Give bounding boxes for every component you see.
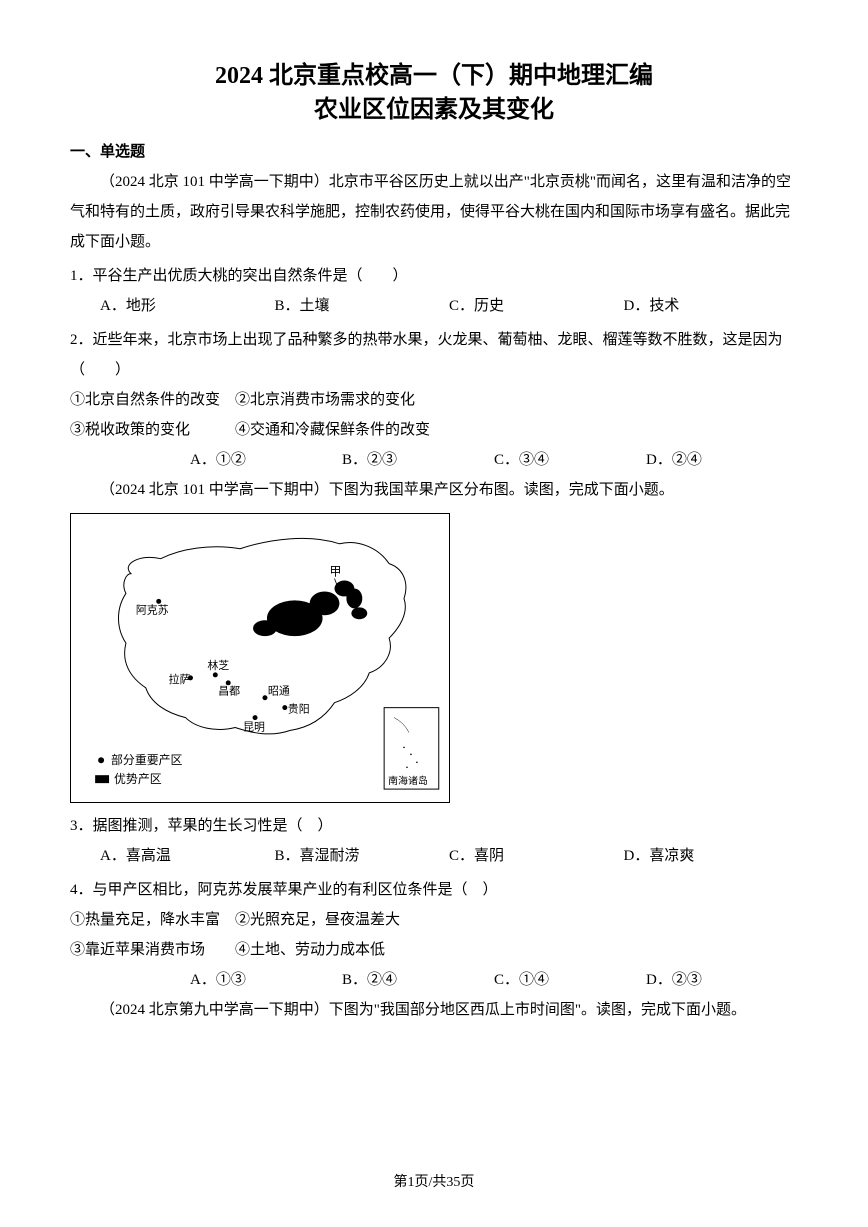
page-footer: 第1页/共35页 xyxy=(0,1169,868,1197)
legend-partial: 部分重要产区 xyxy=(111,753,183,767)
map-label-nanhai: 南海诸岛 xyxy=(388,774,428,787)
section-header: 一、单选题 xyxy=(70,137,798,167)
map-label-guiyang: 贵阳 xyxy=(288,703,310,716)
question-2-line1: ①北京自然条件的改变 ②北京消费市场需求的变化 xyxy=(70,385,798,415)
question-4-line1: ①热量充足，降水丰富 ②光照充足，昼夜温差大 xyxy=(70,905,798,935)
q2-option-d: D．②④ xyxy=(646,445,798,475)
question-1-options: A．地形 B．土壤 C．历史 D．技术 xyxy=(70,291,798,321)
question-1-stem: 1．平谷生产出优质大桃的突出自然条件是（ ） xyxy=(70,261,798,291)
map-label-linzhi: 林芝 xyxy=(207,658,229,672)
question-2-line2: ③税收政策的变化 ④交通和冷藏保鲜条件的改变 xyxy=(70,415,798,445)
title-line-2: 农业区位因素及其变化 xyxy=(70,94,798,128)
q1-option-b: B．土壤 xyxy=(275,291,450,321)
q3-option-a: A．喜高温 xyxy=(100,841,275,871)
q4-option-c: C．①④ xyxy=(494,965,646,995)
map-label-changdu: 昌都 xyxy=(218,685,240,698)
map-label-kunming: 昆明 xyxy=(243,721,265,734)
map-label-zhaotong: 昭通 xyxy=(268,685,290,698)
question-4-options: A．①③ B．②④ C．①④ D．②③ xyxy=(70,965,798,995)
question-2-options: A．①② B．②③ C．③④ D．②④ xyxy=(70,445,798,475)
title-line-1: 2024 北京重点校高一（下）期中地理汇编 xyxy=(70,60,798,94)
q2-option-b: B．②③ xyxy=(342,445,494,475)
question-4-line2: ③靠近苹果消费市场 ④土地、劳动力成本低 xyxy=(70,935,798,965)
question-3-stem: 3．据图推测，苹果的生长习性是（ ） xyxy=(70,811,798,841)
q4-option-a: A．①③ xyxy=(190,965,342,995)
question-4-stem: 4．与甲产区相比，阿克苏发展苹果产业的有利区位条件是（ ） xyxy=(70,875,798,905)
china-map: 阿克苏 拉萨 林芝 昌都 昭通 昆明 贵阳 甲 南海诸岛 部分重要产区 优势产区 xyxy=(70,513,450,803)
passage-2: （2024 北京 101 中学高一下期中）下图为我国苹果产区分布图。读图，完成下… xyxy=(70,475,798,505)
q1-option-d: D．技术 xyxy=(624,291,799,321)
question-3-options: A．喜高温 B．喜湿耐涝 C．喜阴 D．喜凉爽 xyxy=(70,841,798,871)
map-svg: 阿克苏 拉萨 林芝 昌都 昭通 昆明 贵阳 甲 南海诸岛 部分重要产区 优势产区 xyxy=(71,514,449,802)
q4-option-b: B．②④ xyxy=(342,965,494,995)
q2-option-a: A．①② xyxy=(190,445,342,475)
legend-major: 优势产区 xyxy=(114,772,162,786)
map-label-akesu: 阿克苏 xyxy=(136,603,169,616)
q1-option-a: A．地形 xyxy=(100,291,275,321)
q3-option-c: C．喜阴 xyxy=(449,841,624,871)
map-label-jia: 甲 xyxy=(330,565,342,579)
q3-option-d: D．喜凉爽 xyxy=(624,841,799,871)
q2-option-c: C．③④ xyxy=(494,445,646,475)
question-2-stem: 2．近些年来，北京市场上出现了品种繁多的热带水果，火龙果、葡萄柚、龙眼、榴莲等数… xyxy=(70,325,798,385)
q1-option-c: C．历史 xyxy=(449,291,624,321)
passage-1: （2024 北京 101 中学高一下期中）北京市平谷区历史上就以出产"北京贡桃"… xyxy=(70,167,798,257)
q4-option-d: D．②③ xyxy=(646,965,798,995)
passage-3: （2024 北京第九中学高一下期中）下图为"我国部分地区西瓜上市时间图"。读图，… xyxy=(70,995,798,1025)
q3-option-b: B．喜湿耐涝 xyxy=(275,841,450,871)
map-label-lasa: 拉萨 xyxy=(169,672,191,686)
